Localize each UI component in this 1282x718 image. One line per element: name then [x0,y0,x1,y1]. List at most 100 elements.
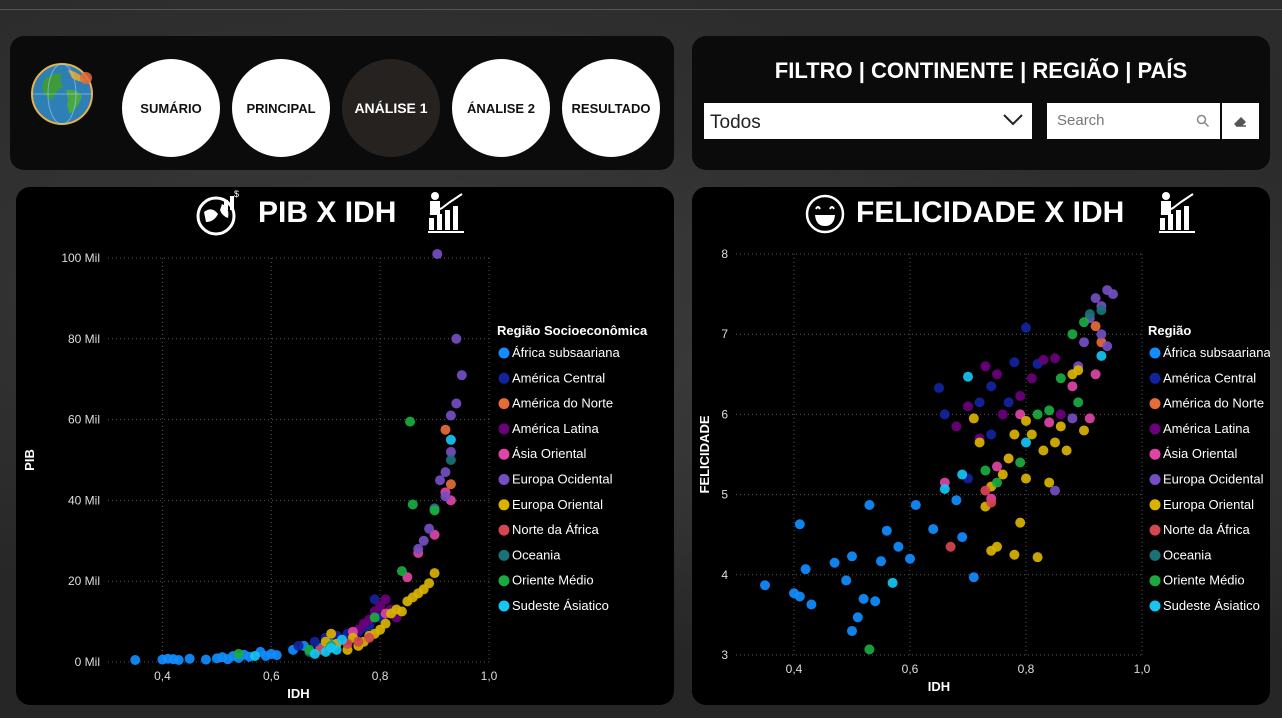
legend-item-label: Ásia Oriental [1163,446,1238,461]
data-point [951,421,962,432]
data-point [413,543,424,554]
dropdown-value: Todos [710,112,761,133]
data-point [249,650,260,661]
data-point [1009,429,1020,440]
data-point [1090,369,1101,380]
legend-marker [1149,524,1161,536]
legend-item-label: América do Norte [512,396,613,411]
y-tick-label: 6 [721,407,728,421]
search-input[interactable]: Search [1047,103,1220,139]
data-point [847,625,857,636]
data-point [271,650,282,661]
data-point [184,653,195,664]
data-point [424,578,435,589]
x-tick-label: 1,0 [481,669,498,683]
legend-item-label: Sudeste Ásiatico [512,598,609,613]
data-point [951,495,962,506]
data-point [1044,405,1055,416]
y-axis-label: PIB [22,449,37,471]
nav-principal-button[interactable]: PRINCIPAL [232,59,330,157]
data-point [1038,354,1049,365]
data-point [407,499,418,510]
nav-sumario-button[interactable]: SUMÁRIO [122,59,220,157]
data-point [1090,321,1101,332]
data-point [997,469,1008,480]
y-tick-label: 8 [721,247,728,261]
data-point [456,370,467,381]
data-point [1032,409,1043,420]
legend-item-label: África subsaariana [512,345,620,360]
data-point [396,566,407,577]
data-point [794,519,805,530]
y-axis-label: FELICIDADE [697,415,712,493]
data-point [986,497,997,508]
data-point [997,409,1008,420]
data-point [806,599,817,610]
clear-filter-button[interactable] [1222,103,1259,139]
data-point [881,525,892,536]
data-point [1021,473,1031,484]
region-dropdown[interactable]: Todos [704,103,1032,139]
data-point [980,485,991,496]
legend-title: Região [1148,323,1191,338]
legend-marker [498,499,510,511]
data-point [1021,322,1031,333]
legend-marker [498,549,510,561]
legend-marker [1149,575,1161,587]
nav-analise-2-button[interactable]: ÁNALISE 2 [452,59,550,157]
legend-marker [1149,398,1161,410]
data-point [968,413,979,424]
x-axis-label: IDH [287,686,309,701]
data-point [440,467,451,478]
y-tick-label: 0 Mil [75,655,100,669]
data-point [934,382,944,393]
y-tick-label: 40 Mil [68,493,100,507]
data-point [992,477,1002,488]
data-point [829,557,840,568]
data-point [440,491,451,502]
nav-resultado-button[interactable]: RESULTADO [562,59,660,157]
data-point [440,424,451,435]
data-point [980,465,991,476]
data-point [1102,341,1113,352]
legend-item-label: Oceania [1163,547,1212,562]
data-point [974,397,985,408]
data-point [992,369,1002,380]
data-point [968,572,979,583]
data-point [1003,453,1014,464]
data-point [928,524,939,535]
data-point [173,654,184,665]
legend-marker [1149,549,1161,561]
data-point [451,398,462,409]
data-point [1015,517,1026,528]
legend-item-label: Oriente Médio [512,573,594,588]
data-point [1073,365,1084,376]
legend-item-label: Europa Oriental [512,497,603,512]
data-point [893,541,904,552]
legend-item-label: África subsaariana [1163,345,1270,360]
data-point [380,594,391,605]
legend-item-label: América Latina [1163,421,1250,436]
data-point [353,636,364,647]
data-point [1067,381,1078,392]
data-point [445,479,456,490]
legend-marker [498,524,510,536]
legend-item-label: Europa Ocidental [512,472,613,487]
legend-item-label: Europa Oriental [1163,497,1254,512]
data-point [1055,409,1066,420]
data-point [326,628,337,639]
data-point [870,596,881,607]
data-point [405,416,416,427]
data-point [1003,397,1014,408]
nav-analise-1-button[interactable]: ANÁLISE 1 [342,59,440,157]
data-point [424,523,435,534]
data-point [369,612,380,623]
legend-marker [498,575,510,587]
data-point [1021,415,1031,426]
data-point [841,575,852,586]
legend-marker [1149,474,1161,485]
data-point [939,409,950,420]
global-economy-icon: $ [196,189,239,236]
data-point [1021,437,1031,448]
legend-item-label: América Central [512,370,605,385]
